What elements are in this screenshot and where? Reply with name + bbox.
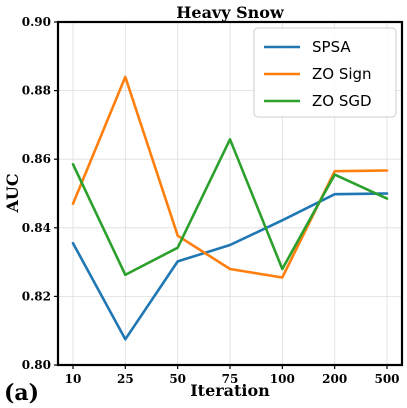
series-lines xyxy=(71,75,389,341)
panel-label: (a) xyxy=(4,380,39,406)
series-line-spsa xyxy=(71,192,389,341)
legend: SPSA ZO Sign ZO SGD xyxy=(253,27,397,118)
legend-label: ZO Sign xyxy=(312,65,372,83)
legend-box xyxy=(253,27,397,118)
series-line-zo-sign xyxy=(71,75,389,279)
y-tick-label: 0.82 xyxy=(22,289,51,303)
series-line-zo-sgd xyxy=(71,138,389,277)
legend-label: SPSA xyxy=(312,38,351,56)
x-tick-label: 500 xyxy=(374,372,399,386)
y-tick-label: 0.88 xyxy=(22,84,51,98)
y-tick-label: 0.80 xyxy=(22,358,51,372)
x-tick-label: 10 xyxy=(65,372,82,386)
y-tick-label: 0.84 xyxy=(22,221,51,235)
legend-label: ZO SGD xyxy=(312,92,372,110)
y-ticks: 0.80 0.82 0.84 0.86 0.88 0.90 xyxy=(22,15,58,372)
x-axis-title: Iteration xyxy=(190,381,270,400)
y-tick-label: 0.86 xyxy=(22,152,51,166)
x-ticks: 10 25 50 75 100 200 500 xyxy=(65,365,400,386)
x-tick-label: 100 xyxy=(270,372,295,386)
y-axis-title: AUC xyxy=(3,173,22,213)
chart-title: Heavy Snow xyxy=(176,3,285,22)
y-tick-label: 0.90 xyxy=(22,15,51,29)
x-tick-label: 200 xyxy=(322,372,347,386)
x-tick-label: 50 xyxy=(169,372,186,386)
x-tick-label: 25 xyxy=(117,372,134,386)
x-tick-label: 75 xyxy=(222,372,239,386)
